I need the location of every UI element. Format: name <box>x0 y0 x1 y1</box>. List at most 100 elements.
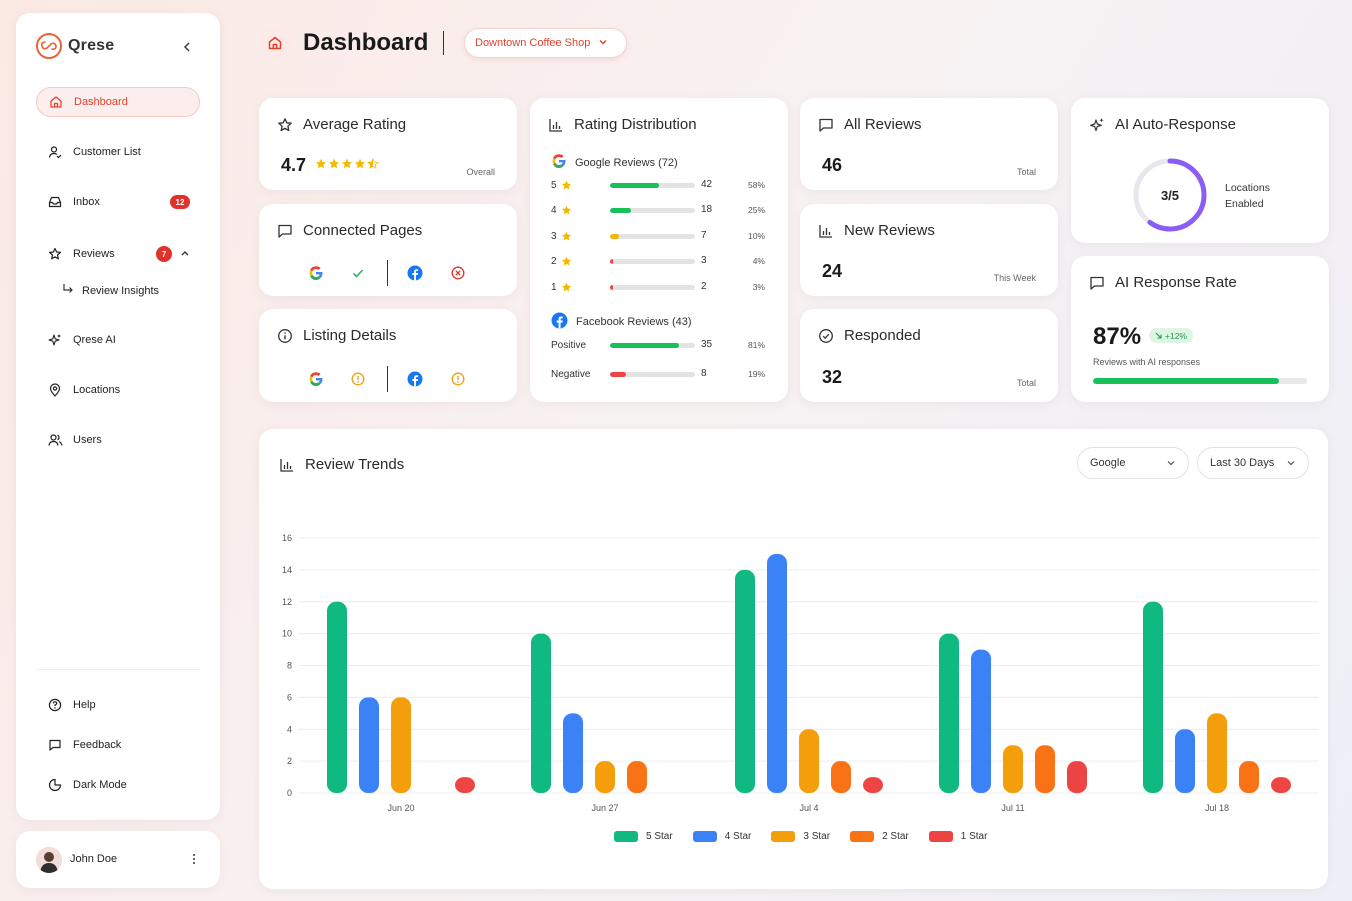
legend-label: 4 Star <box>724 831 752 842</box>
sentiment-percent: 81% <box>747 340 765 350</box>
y-tick-label: 0 <box>287 788 292 798</box>
all-reviews-card: All Reviews 46 Total <box>800 98 1058 190</box>
legend-item[interactable]: 4 Star <box>692 831 752 842</box>
chart-bar <box>735 569 755 793</box>
ai-response-rate-value: 87% <box>1093 323 1142 350</box>
sidebar-item-dark-mode[interactable]: Dark Mode <box>36 770 200 800</box>
map-pin-icon <box>47 382 63 398</box>
x-circle-icon <box>449 264 467 282</box>
sidebar: Qrese Dashboard Customer List Inbox 12 R… <box>16 13 220 820</box>
legend-item[interactable]: 3 Star <box>771 831 830 842</box>
chart-bar <box>939 633 959 793</box>
sidebar-item-dashboard[interactable]: Dashboard <box>36 87 200 117</box>
chart-bar <box>627 761 647 793</box>
rating-count: 2 <box>701 281 707 292</box>
chart-bar <box>1239 761 1259 793</box>
locations-enabled-ratio: 3/5 <box>1160 188 1180 203</box>
y-tick-label: 14 <box>282 565 292 575</box>
legend-item[interactable]: 2 Star <box>850 831 909 842</box>
sidebar-item-customer-list[interactable]: Customer List <box>36 137 200 167</box>
google-rating-row: 1 <box>551 280 572 294</box>
star-level: 1 <box>551 281 557 293</box>
message-square-icon <box>818 117 834 133</box>
card-title: All Reviews <box>844 116 922 133</box>
ai-auto-response-card: AI Auto-Response 3/5 Locations Enabled <box>1071 98 1329 243</box>
sidebar-item-inbox[interactable]: Inbox 12 <box>36 187 200 217</box>
sidebar-item-locations[interactable]: Locations <box>36 375 200 405</box>
facebook-icon[interactable] <box>406 370 424 388</box>
google-icon[interactable] <box>307 370 325 388</box>
home-icon <box>48 94 64 110</box>
rating-bar <box>610 285 695 290</box>
google-icon[interactable] <box>307 264 325 282</box>
user-profile-card[interactable]: John Doe <box>16 831 220 888</box>
sidebar-item-label: Help <box>73 699 96 711</box>
y-tick-label: 12 <box>282 597 292 607</box>
legend-item[interactable]: 1 Star <box>928 831 987 842</box>
chevron-down-icon <box>1286 458 1296 470</box>
ai-response-rate-subtitle: Reviews with AI responses <box>1093 357 1201 367</box>
ai-response-rate-fill <box>1093 378 1280 384</box>
location-select[interactable]: Downtown Coffee Shop <box>464 28 627 58</box>
sidebar-item-label: Reviews <box>73 248 115 260</box>
page-title: Dashboard <box>303 29 429 56</box>
card-title: Average Rating <box>303 116 407 133</box>
sidebar-item-review-insights[interactable]: Review Insights <box>62 283 159 298</box>
chart-bar <box>595 761 615 793</box>
rating-bar-fill <box>610 183 660 188</box>
rating-percent: 3% <box>752 282 765 292</box>
rating-bar-fill <box>610 234 619 239</box>
chart-bar <box>1035 745 1055 793</box>
brand-logo[interactable]: Qrese <box>36 33 114 59</box>
y-tick-label: 16 <box>282 533 292 543</box>
more-options-icon[interactable] <box>190 851 198 867</box>
y-tick-label: 8 <box>287 661 292 671</box>
star-filled-icon <box>329 158 339 169</box>
rating-count: 42 <box>701 179 713 190</box>
moon-icon <box>47 777 63 793</box>
sentiment-label: Positive <box>551 339 587 351</box>
google-reviews-header: Google Reviews (72) <box>551 153 678 172</box>
x-tick-label: Jul 18 <box>1205 803 1229 813</box>
corner-arrow-icon <box>62 283 74 298</box>
card-title: Responded <box>844 327 921 344</box>
chevron-down-icon <box>1166 458 1176 470</box>
chart-bar <box>455 777 475 793</box>
date-range-select[interactable]: Last 30 Days <box>1197 447 1309 479</box>
rating-distribution-card: Rating Distribution Google Reviews (72) … <box>530 98 788 402</box>
chart-bar <box>531 633 551 793</box>
average-rating-card: Average Rating 4.7 Overall <box>259 98 517 190</box>
brand-name: Qrese <box>68 37 115 54</box>
review-trends-card: Review Trends Google Last 30 Days 0 2 4 6 8 1… <box>259 429 1328 889</box>
card-title: Connected Pages <box>303 222 423 239</box>
sentiment-bar-fill <box>610 372 627 377</box>
star-half-icon <box>367 158 379 169</box>
card-title: Listing Details <box>303 327 397 344</box>
sidebar-item-label: Dashboard <box>74 96 128 108</box>
logo-icon <box>36 33 62 59</box>
sentiment-bar <box>610 343 695 348</box>
legend-swatch <box>928 831 953 842</box>
sidebar-item-reviews[interactable]: Reviews 7 <box>36 239 200 269</box>
star-level: 5 <box>551 179 557 191</box>
star-filled-icon <box>355 158 365 169</box>
sparkles-icon <box>1089 117 1105 133</box>
rating-percent: 25% <box>747 205 765 215</box>
message-square-icon <box>47 737 63 753</box>
sidebar-item-help[interactable]: Help <box>36 690 200 720</box>
collapse-sidebar-button[interactable] <box>180 39 194 55</box>
sidebar-item-qrese-ai[interactable]: Qrese AI <box>36 325 200 355</box>
bar-chart-icon <box>279 457 295 473</box>
chevron-up-icon[interactable] <box>180 248 190 260</box>
legend-item[interactable]: 5 Star <box>614 831 673 842</box>
sentiment-bar-fill <box>610 343 679 348</box>
star-filled-icon <box>561 256 572 267</box>
facebook-icon[interactable] <box>406 264 424 282</box>
sidebar-item-users[interactable]: Users <box>36 425 200 455</box>
legend-swatch <box>692 831 717 842</box>
rating-bar <box>610 208 695 213</box>
help-circle-icon <box>47 697 63 713</box>
sidebar-item-feedback[interactable]: Feedback <box>36 730 200 760</box>
platform-select[interactable]: Google <box>1077 447 1189 479</box>
legend-label: 5 Star <box>646 831 673 842</box>
